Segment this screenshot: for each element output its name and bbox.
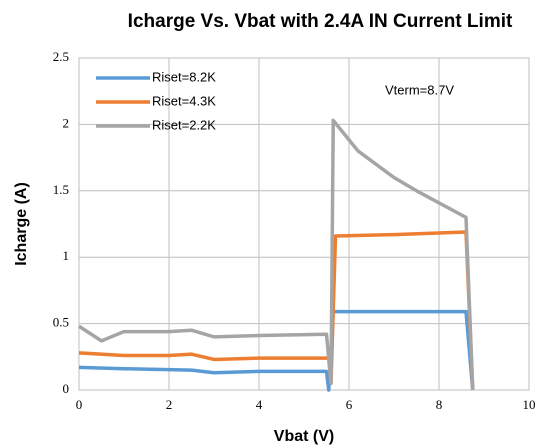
- legend-label: Riset=8.2K: [152, 69, 216, 84]
- chart-title: Icharge Vs. Vbat with 2.4A IN Current Li…: [128, 11, 513, 32]
- y-tick-label: 0: [63, 381, 70, 396]
- x-tick-label: 10: [523, 397, 536, 412]
- series-line: [78, 118, 475, 391]
- legend-label: Riset=2.2K: [152, 117, 216, 132]
- x-tick-label: 0: [76, 397, 83, 412]
- y-tick-label: 1: [63, 248, 70, 263]
- x-tick-label: 6: [346, 397, 353, 412]
- series-line: [78, 309, 475, 392]
- x-axis-label: Vbat (V): [274, 428, 334, 445]
- y-tick-label: 0.5: [53, 315, 69, 330]
- x-tick-label: 8: [436, 397, 443, 412]
- y-axis-label: Icharge (A): [13, 182, 30, 266]
- legend-label: Riset=4.3K: [152, 93, 216, 108]
- plot-area: [78, 57, 530, 391]
- y-tick-label: 2: [63, 115, 70, 130]
- x-tick-label: 4: [256, 397, 263, 412]
- x-tick-label: 2: [166, 397, 173, 412]
- y-tick-label: 1.5: [53, 182, 69, 197]
- annotation: Vterm=8.7V: [385, 82, 454, 97]
- series-line: [78, 230, 475, 391]
- y-tick-label: 2.5: [53, 49, 69, 64]
